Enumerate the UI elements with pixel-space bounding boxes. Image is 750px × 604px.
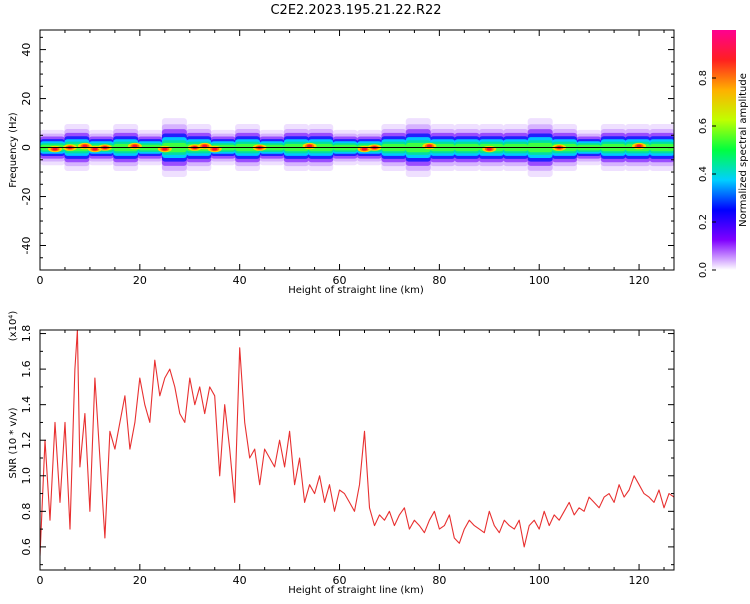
heat-hotspot bbox=[306, 144, 313, 148]
heat-hotspot bbox=[52, 147, 58, 151]
x-tick-label: 40 bbox=[233, 274, 247, 287]
heat-hotspot bbox=[202, 144, 208, 148]
spectrogram-ticks: 0 20 40 60 80 100 120 40 20 0 -20 -40 bbox=[20, 30, 674, 287]
heat-hotspot bbox=[82, 144, 88, 148]
y-tick-label: 0.6 bbox=[20, 538, 33, 556]
colorbar-tick-label: 0.2 bbox=[698, 214, 709, 230]
y-tick-label: 0.8 bbox=[20, 503, 33, 521]
x-tick-label: 60 bbox=[333, 574, 347, 587]
colorbar-gradient bbox=[712, 30, 736, 270]
x-tick-label: 20 bbox=[133, 274, 147, 287]
heat-hotspot bbox=[361, 147, 368, 151]
snr-x-axis-label: Height of straight line (km) bbox=[288, 585, 424, 596]
heat-hotspot bbox=[486, 147, 492, 151]
x-tick-label: 120 bbox=[629, 574, 650, 587]
snr-series bbox=[40, 330, 674, 556]
x-tick-label: 40 bbox=[233, 574, 247, 587]
y-tick-label: 40 bbox=[20, 43, 33, 57]
x-tick-label: 20 bbox=[133, 574, 147, 587]
colorbar-tick-label: 0.6 bbox=[698, 118, 709, 134]
y-tick-label: 1.6 bbox=[20, 360, 33, 378]
spectrogram-panel: 0 20 40 60 80 100 120 40 20 0 -20 -40 Height of str… bbox=[8, 29, 675, 296]
spectrogram-y-axis-label: Frequency (Hz) bbox=[8, 112, 19, 188]
colorbar: 0.0 0.2 0.4 0.6 0.8 Normalized spectral ampl… bbox=[698, 30, 749, 278]
x-tick-label: 100 bbox=[529, 574, 550, 587]
snr-frame bbox=[39, 329, 675, 571]
x-tick-label: 0 bbox=[37, 274, 44, 287]
y-tick-label: 1.4 bbox=[20, 396, 33, 414]
colorbar-tick-label: 0.0 bbox=[698, 262, 709, 278]
snr-plot-area bbox=[40, 330, 674, 570]
heat-hotspot bbox=[636, 144, 642, 148]
snr-line bbox=[40, 330, 674, 556]
y-tick-label: -20 bbox=[20, 188, 33, 206]
x-tick-label: 60 bbox=[333, 274, 347, 287]
snr-ticks: 0 20 40 60 80 100 120 0.6 0.8 1.0 1.2 1.4 1.6 1.8 bbox=[20, 325, 674, 587]
heat-hotspot bbox=[212, 147, 218, 151]
x-tick-label: 120 bbox=[629, 274, 650, 287]
heat-hotspot bbox=[132, 144, 138, 148]
heat-hotspot bbox=[162, 147, 168, 151]
colorbar-ticks: 0.0 0.2 0.4 0.6 0.8 bbox=[698, 70, 716, 278]
heat-hotspot bbox=[92, 147, 98, 151]
snr-panel: 0 20 40 60 80 100 120 0.6 0.8 1.0 1.2 1.4 1.6 1.8 Hei… bbox=[8, 311, 675, 596]
y-tick-label: -40 bbox=[20, 237, 33, 255]
colorbar-tick-label: 0.4 bbox=[698, 166, 709, 182]
figure-title: C2E2.2023.195.21.22.R22 bbox=[270, 3, 441, 18]
y-tick-label: 1.2 bbox=[20, 431, 33, 449]
y-tick-label: 1.0 bbox=[20, 467, 33, 485]
snr-scale-label: (x10⁴) bbox=[8, 311, 19, 342]
colorbar-tick-label: 0.8 bbox=[698, 70, 709, 86]
x-tick-label: 100 bbox=[529, 274, 550, 287]
spectrogram-x-axis-label: Height of straight line (km) bbox=[288, 285, 424, 296]
x-tick-label: 80 bbox=[432, 574, 446, 587]
y-tick-label: 0 bbox=[20, 144, 33, 151]
y-tick-label: 20 bbox=[20, 92, 33, 106]
x-tick-label: 80 bbox=[432, 274, 446, 287]
snr-y-axis-label: SNR (10 * v/v) bbox=[8, 407, 19, 478]
colorbar-label: Normalized spectral amplitude bbox=[738, 73, 749, 227]
x-tick-label: 0 bbox=[37, 574, 44, 587]
spectrogram-frame bbox=[39, 29, 675, 271]
y-tick-label: 1.8 bbox=[20, 325, 33, 343]
heat-hotspot bbox=[426, 144, 432, 148]
